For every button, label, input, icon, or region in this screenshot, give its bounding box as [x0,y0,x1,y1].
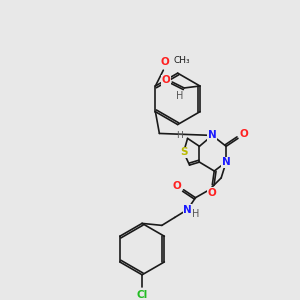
Text: O: O [172,181,181,191]
Text: H: H [176,131,183,140]
Text: N: N [183,205,192,214]
Text: O: O [239,129,248,140]
Text: Cl: Cl [136,290,148,300]
Text: H: H [192,208,199,218]
Text: S: S [180,147,188,157]
Text: N: N [222,157,230,167]
Text: O: O [208,188,217,198]
Text: O: O [161,57,170,67]
Text: H: H [176,91,184,101]
Text: N: N [208,130,217,140]
Text: O: O [162,75,171,85]
Text: CH₃: CH₃ [173,56,190,65]
